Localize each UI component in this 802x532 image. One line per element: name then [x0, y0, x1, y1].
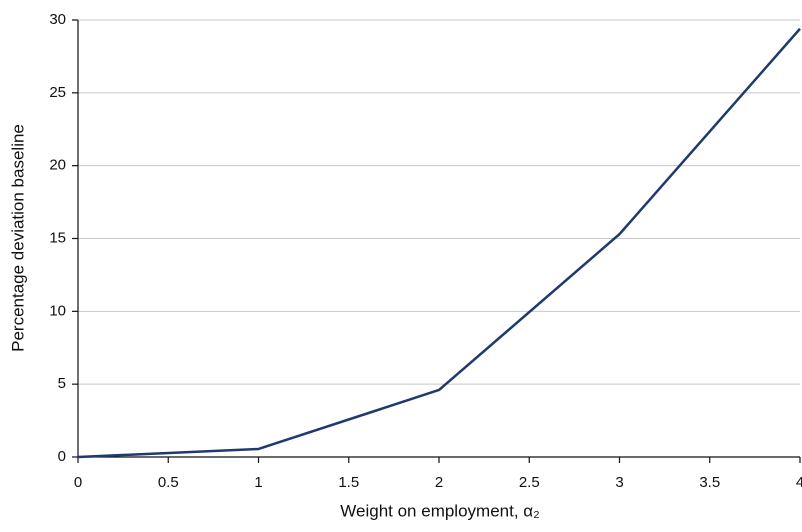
y-tick-label: 25: [49, 84, 66, 101]
y-tick-label: 5: [58, 375, 66, 392]
y-axis-label: Percentage deviation baseline: [8, 124, 27, 352]
x-tick-label: 3: [615, 474, 623, 491]
x-tick-label: 1: [254, 474, 262, 491]
y-tick-label: 0: [58, 448, 66, 465]
x-tick-label: 0.5: [158, 474, 179, 491]
x-tick-label: 1.5: [338, 474, 359, 491]
x-tick-label: 3.5: [699, 474, 720, 491]
y-tick-label: 20: [49, 157, 66, 174]
x-tick-label: 4: [796, 474, 802, 491]
line: [77, 27, 801, 459]
x-tick-label: 2: [435, 474, 443, 491]
y-tick-label: 10: [49, 302, 66, 319]
x-tick-label: 0: [74, 474, 82, 491]
y-tick-label: 15: [49, 229, 66, 246]
x-axis-label: Weight on employment, α₂: [340, 501, 539, 520]
x-tick-label: 2.5: [519, 474, 540, 491]
y-tick-label: 30: [49, 11, 66, 28]
